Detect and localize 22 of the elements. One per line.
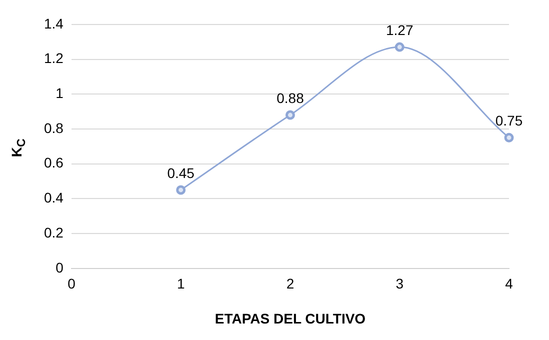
x-tick-label: 3 — [396, 276, 404, 292]
point — [504, 132, 514, 142]
point — [285, 110, 295, 120]
x-tick-label: 0 — [68, 276, 76, 292]
x-axis-title: ETAPAS DEL CULTIVO — [214, 310, 366, 326]
y-tick-label: 1.4 — [44, 15, 64, 32]
point — [176, 185, 186, 195]
x-tick-label: 2 — [286, 276, 294, 292]
y-tick-label: 0.2 — [44, 224, 64, 240]
y-tick-label: 0 — [56, 259, 64, 276]
y-tick-label: 1.2 — [44, 50, 64, 66]
x-tick-label: 4 — [505, 276, 514, 292]
y-tick-label: 0.8 — [44, 120, 64, 136]
data-label: 0.75 — [495, 112, 523, 129]
y-tick-label: 0.6 — [44, 154, 64, 171]
y-tick-label: 0.4 — [44, 190, 64, 206]
data-label: 0.45 — [167, 164, 195, 181]
data-label: 1.27 — [386, 22, 414, 38]
x-tick-label: 1 — [176, 276, 185, 292]
data-label: 0.88 — [276, 90, 304, 106]
y-tick-label: 1 — [56, 84, 64, 101]
point — [394, 42, 404, 52]
